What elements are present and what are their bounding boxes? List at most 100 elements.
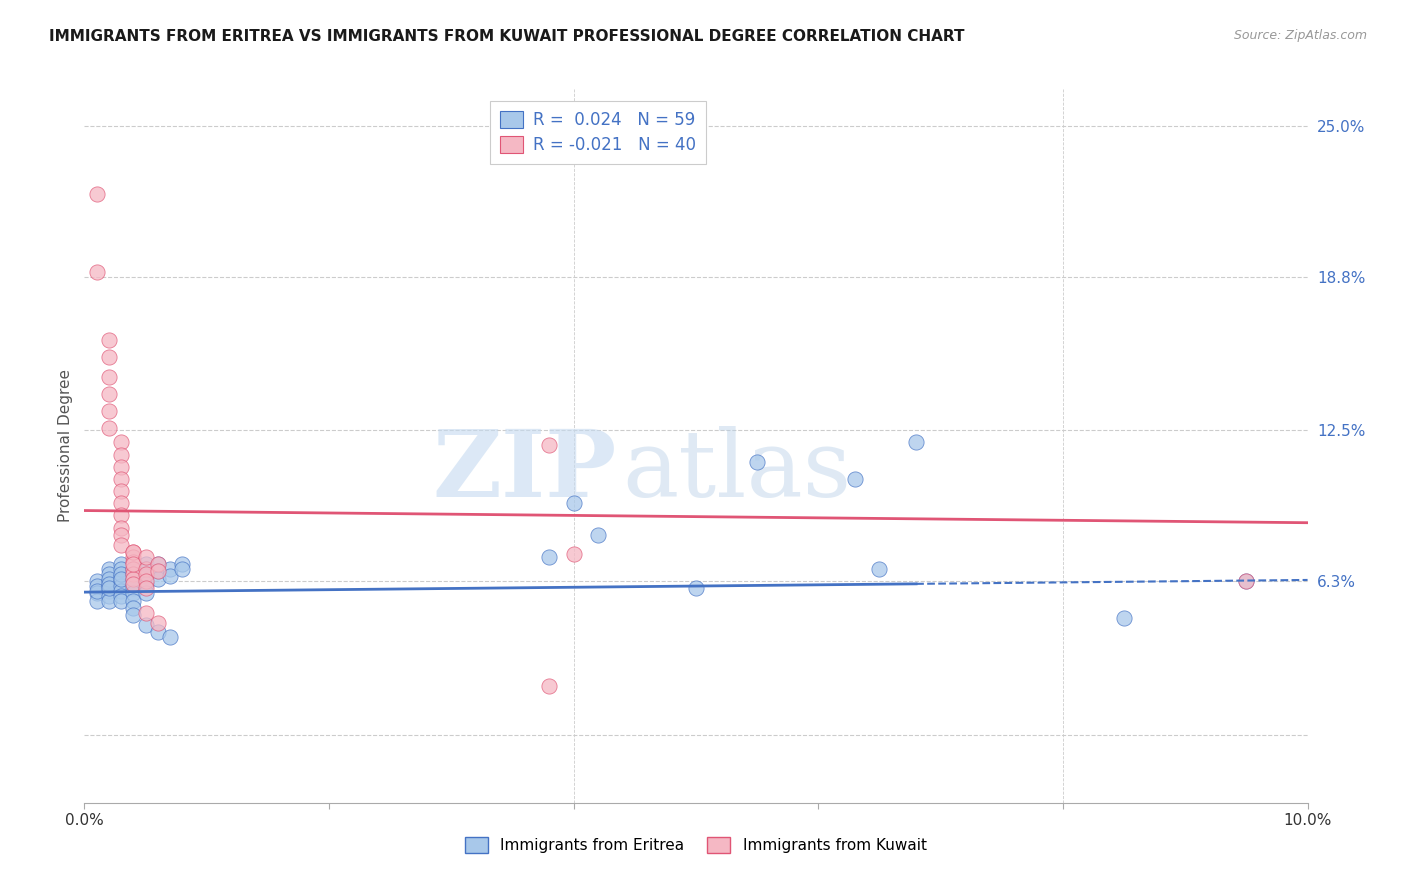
Text: IMMIGRANTS FROM ERITREA VS IMMIGRANTS FROM KUWAIT PROFESSIONAL DEGREE CORRELATIO: IMMIGRANTS FROM ERITREA VS IMMIGRANTS FR… <box>49 29 965 44</box>
Point <box>122 593 145 607</box>
Point <box>1114 610 1136 624</box>
Point <box>135 549 157 564</box>
Point <box>86 593 108 607</box>
Point <box>122 566 145 581</box>
Point <box>110 574 132 589</box>
Point <box>747 455 769 469</box>
Point <box>110 589 132 603</box>
Point <box>135 586 157 600</box>
Point <box>97 572 120 586</box>
Point <box>110 484 132 499</box>
Point <box>110 508 132 523</box>
Point <box>159 630 181 644</box>
Point <box>122 555 145 569</box>
Point <box>86 574 108 589</box>
Point <box>97 403 120 417</box>
Point <box>86 586 108 600</box>
Point <box>110 520 132 534</box>
Point <box>97 582 120 596</box>
Point <box>146 615 169 630</box>
Point <box>110 557 132 571</box>
Point <box>146 565 169 579</box>
Point <box>122 582 145 596</box>
Point <box>86 583 108 598</box>
Point <box>122 572 145 586</box>
Point <box>135 576 157 591</box>
Point <box>538 438 561 452</box>
Point <box>97 574 120 589</box>
Point <box>172 562 194 576</box>
Point <box>159 569 181 583</box>
Point <box>1236 574 1258 589</box>
Point <box>110 496 132 510</box>
Point <box>122 576 145 591</box>
Point <box>110 459 132 474</box>
Point <box>538 679 561 693</box>
Point <box>685 582 707 596</box>
Point <box>562 548 585 562</box>
Point <box>110 448 132 462</box>
Point <box>110 583 132 598</box>
Point <box>122 572 145 586</box>
Point <box>110 528 132 542</box>
Point <box>86 579 108 593</box>
Point <box>122 562 145 576</box>
Point <box>122 608 145 623</box>
Point <box>538 549 561 564</box>
Point <box>122 601 145 615</box>
Point <box>110 579 132 593</box>
Point <box>110 593 132 607</box>
Point <box>97 350 120 364</box>
Point <box>122 566 145 581</box>
Point <box>146 557 169 571</box>
Point <box>97 386 120 401</box>
Point <box>146 565 169 579</box>
Legend: Immigrants from Eritrea, Immigrants from Kuwait: Immigrants from Eritrea, Immigrants from… <box>460 831 932 859</box>
Point <box>86 186 108 201</box>
Point <box>97 589 120 603</box>
Point <box>97 421 120 435</box>
Point <box>110 538 132 552</box>
Point <box>122 576 145 591</box>
Text: atlas: atlas <box>623 426 852 516</box>
Point <box>135 582 157 596</box>
Text: ZIP: ZIP <box>432 426 616 516</box>
Point <box>110 562 132 576</box>
Point <box>135 569 157 583</box>
Point <box>869 562 891 576</box>
Point <box>97 576 120 591</box>
Point <box>97 566 120 581</box>
Point <box>110 435 132 450</box>
Point <box>135 562 157 576</box>
Point <box>110 566 132 581</box>
Point <box>122 545 145 559</box>
Point <box>97 562 120 576</box>
Point <box>97 593 120 607</box>
Point <box>110 569 132 583</box>
Point <box>97 333 120 347</box>
Point <box>135 606 157 620</box>
Point <box>135 574 157 589</box>
Point <box>905 435 928 450</box>
Point <box>86 265 108 279</box>
Point <box>562 496 585 510</box>
Point <box>110 472 132 486</box>
Point <box>146 557 169 571</box>
Point <box>122 562 145 576</box>
Point <box>844 472 866 486</box>
Point <box>159 562 181 576</box>
Point <box>172 557 194 571</box>
Point <box>135 618 157 632</box>
Point <box>110 572 132 586</box>
Point <box>122 586 145 600</box>
Point <box>97 369 120 384</box>
Point <box>135 557 157 571</box>
Point <box>122 557 145 571</box>
Point <box>135 562 157 576</box>
Point <box>122 549 145 564</box>
Point <box>146 625 169 640</box>
Point <box>122 545 145 559</box>
Point <box>97 579 120 593</box>
Y-axis label: Professional Degree: Professional Degree <box>58 369 73 523</box>
Text: Source: ZipAtlas.com: Source: ZipAtlas.com <box>1233 29 1367 42</box>
